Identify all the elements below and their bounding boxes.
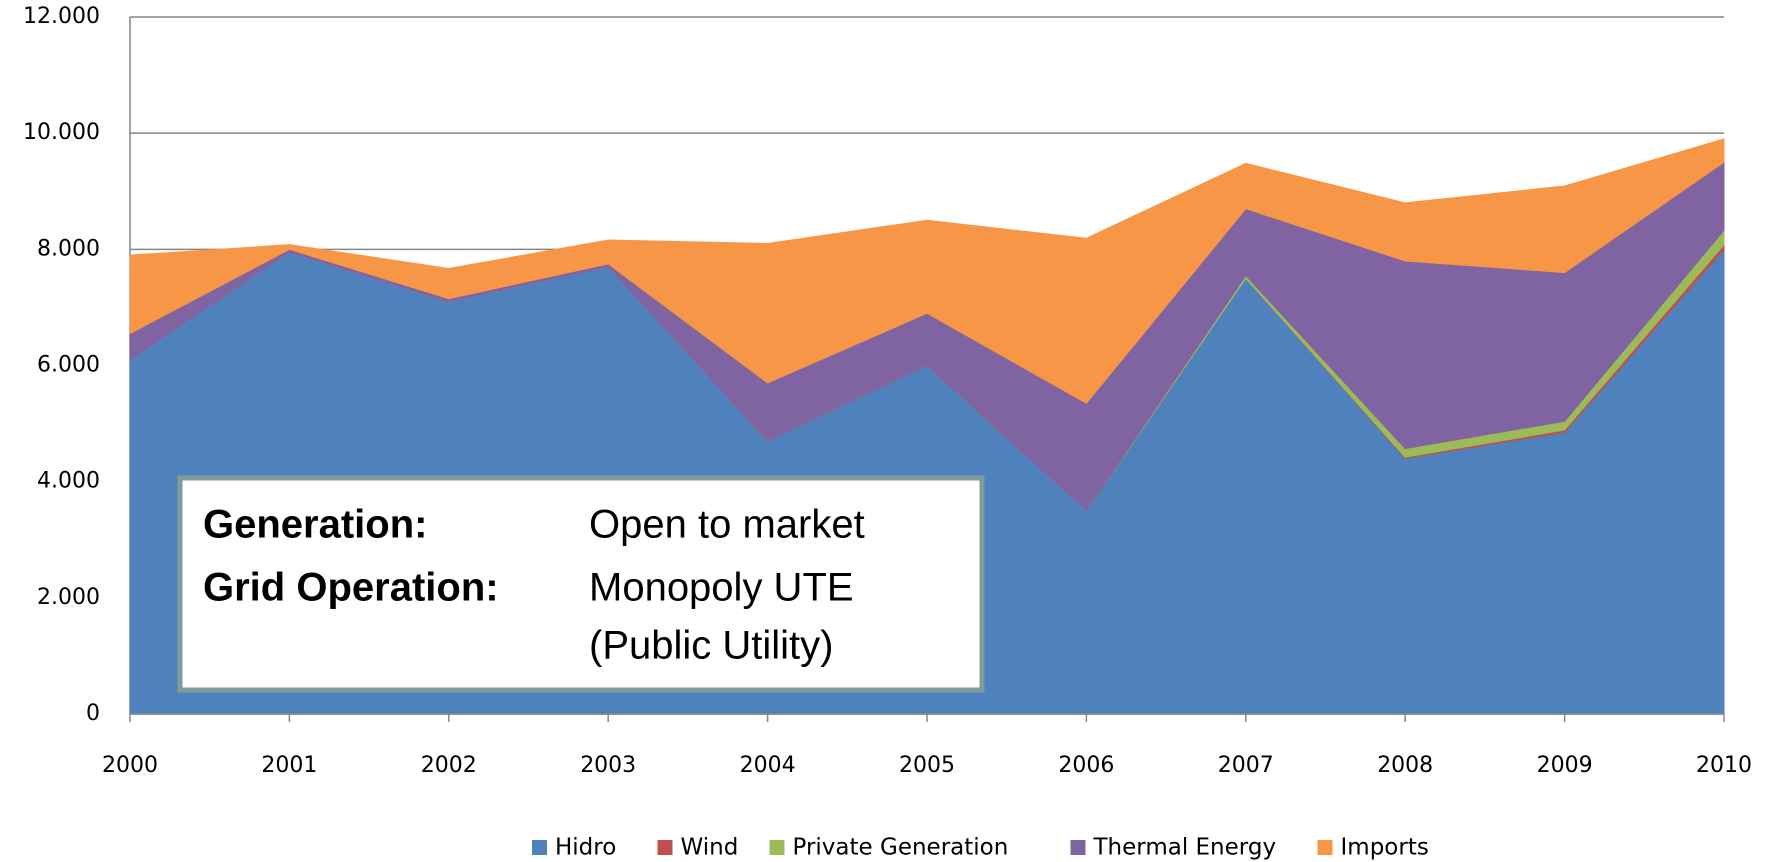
y-tick-label: 8.000 xyxy=(37,236,100,261)
legend-item: Hidro xyxy=(532,835,616,861)
annotation-text: Open to market xyxy=(589,503,865,547)
legend-item: Private Generation xyxy=(769,835,1009,861)
legend-label: Wind xyxy=(681,835,739,861)
annotation-box xyxy=(177,475,985,693)
legend-swatch xyxy=(769,840,785,855)
legend-swatch xyxy=(657,840,673,855)
annotation-label: Grid Operation: xyxy=(203,566,499,610)
x-tick-label: 2010 xyxy=(1696,753,1752,778)
legend-swatch xyxy=(1317,840,1333,855)
x-tick-label: 2003 xyxy=(580,753,636,778)
x-tick-label: 2006 xyxy=(1058,753,1114,778)
legend-item: Wind xyxy=(657,835,739,861)
legend-label: Hidro xyxy=(555,835,616,861)
annotation-text: Monopoly UTE xyxy=(589,566,854,610)
y-tick-label: 2.000 xyxy=(37,585,100,610)
legend-swatch xyxy=(532,840,547,855)
x-tick-label: 2008 xyxy=(1377,753,1433,778)
legend-item: Imports xyxy=(1317,835,1429,861)
legend-swatch xyxy=(1070,840,1086,855)
y-tick-label: 0 xyxy=(86,701,100,726)
legend-label: Imports xyxy=(1341,835,1429,861)
annotation: Generation: Grid Operation: Open to market… xyxy=(177,475,985,693)
y-tick-label: 4.000 xyxy=(37,469,100,494)
legend-label: Private Generation xyxy=(793,835,1009,861)
x-tick-label: 2001 xyxy=(261,753,317,778)
x-tick-label: 2009 xyxy=(1537,753,1593,778)
x-tick-label: 2007 xyxy=(1218,753,1274,778)
y-tick-label: 10.000 xyxy=(23,120,100,145)
y-tick-label: 12.000 xyxy=(23,4,100,29)
x-tick-label: 2004 xyxy=(740,753,796,778)
y-tick-label: 6.000 xyxy=(37,353,100,378)
x-tick-label: 2002 xyxy=(421,753,477,778)
annotation-label: Generation: xyxy=(203,503,427,547)
x-tick-label: 2000 xyxy=(102,753,158,778)
x-tick-label: 2005 xyxy=(899,753,955,778)
area xyxy=(129,138,1725,404)
annotation-text: (Public Utility) xyxy=(589,624,833,668)
legend-item: Thermal Energy xyxy=(1070,835,1277,861)
legend-label: Thermal Energy xyxy=(1093,835,1277,861)
